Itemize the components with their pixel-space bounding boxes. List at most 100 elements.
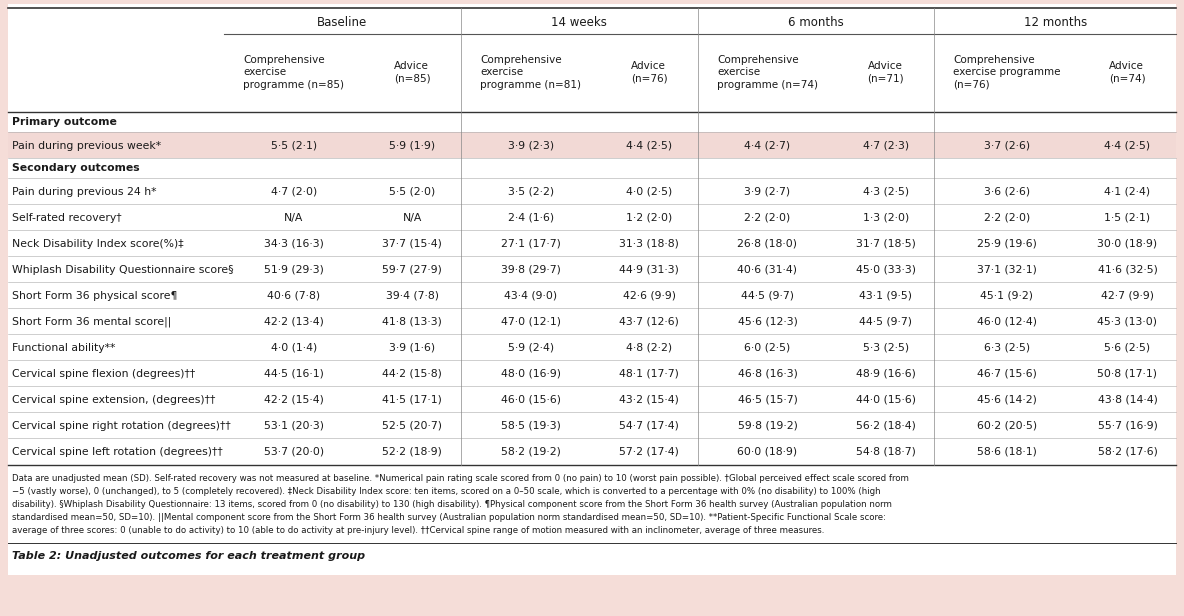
Text: Comprehensive
exercise
programme (n=81): Comprehensive exercise programme (n=81) <box>481 55 581 90</box>
Text: 44·2 (15·8): 44·2 (15·8) <box>382 368 442 378</box>
Text: 40·6 (7·8): 40·6 (7·8) <box>268 291 321 301</box>
Text: 45·0 (33·3): 45·0 (33·3) <box>856 264 916 275</box>
Text: 58·5 (19·3): 58·5 (19·3) <box>501 421 560 431</box>
Text: standardised mean=50, SD=10). ||Mental component score from the Short Form 36 he: standardised mean=50, SD=10). ||Mental c… <box>12 513 886 522</box>
Text: 58·2 (19·2): 58·2 (19·2) <box>501 447 560 456</box>
Text: 25·9 (19·6): 25·9 (19·6) <box>977 238 1037 248</box>
Text: 6 months: 6 months <box>789 16 844 29</box>
Text: 42·2 (15·4): 42·2 (15·4) <box>264 394 323 405</box>
Text: 46·8 (16·3): 46·8 (16·3) <box>738 368 798 378</box>
Text: 6·3 (2·5): 6·3 (2·5) <box>984 342 1030 352</box>
Text: Comprehensive
exercise
programme (n=85): Comprehensive exercise programme (n=85) <box>244 55 345 90</box>
Text: 6·0 (2·5): 6·0 (2·5) <box>745 342 791 352</box>
Text: −5 (vastly worse), 0 (unchanged), to 5 (completely recovered). ‡Neck Disability : −5 (vastly worse), 0 (unchanged), to 5 (… <box>12 487 881 496</box>
Text: 41·6 (32·5): 41·6 (32·5) <box>1098 264 1158 275</box>
Text: 50·8 (17·1): 50·8 (17·1) <box>1098 368 1158 378</box>
Text: 45·1 (9·2): 45·1 (9·2) <box>980 291 1034 301</box>
Text: 3·9 (2·3): 3·9 (2·3) <box>508 140 554 150</box>
Text: average of three scores: 0 (unable to do activity) to 10 (able to do activity at: average of three scores: 0 (unable to do… <box>12 526 824 535</box>
Text: Advice
(n=85): Advice (n=85) <box>394 61 431 83</box>
Text: 46·0 (15·6): 46·0 (15·6) <box>501 394 561 405</box>
Text: 40·6 (31·4): 40·6 (31·4) <box>738 264 798 275</box>
Text: 52·5 (20·7): 52·5 (20·7) <box>382 421 443 431</box>
Text: 2·2 (2·0): 2·2 (2·0) <box>984 213 1030 222</box>
Text: 43·7 (12·6): 43·7 (12·6) <box>619 317 678 326</box>
Text: 43·1 (9·5): 43·1 (9·5) <box>860 291 913 301</box>
Text: 2·4 (1·6): 2·4 (1·6) <box>508 213 554 222</box>
Text: 43·4 (9·0): 43·4 (9·0) <box>504 291 558 301</box>
Text: 47·0 (12·1): 47·0 (12·1) <box>501 317 561 326</box>
Text: Cervical spine right rotation (degrees)††: Cervical spine right rotation (degrees)†… <box>12 421 231 431</box>
Text: 51·9 (29·3): 51·9 (29·3) <box>264 264 323 275</box>
Text: Pain during previous 24 h*: Pain during previous 24 h* <box>12 187 156 197</box>
Text: 4·8 (2·2): 4·8 (2·2) <box>626 342 673 352</box>
Text: 14 weeks: 14 weeks <box>552 16 607 29</box>
Text: 3·7 (2·6): 3·7 (2·6) <box>984 140 1030 150</box>
Text: disability). §Whiplash Disability Questionnaire: 13 items, scored from 0 (no dis: disability). §Whiplash Disability Questi… <box>12 500 892 509</box>
Text: 27·1 (17·7): 27·1 (17·7) <box>501 238 560 248</box>
Text: 1·5 (2·1): 1·5 (2·1) <box>1105 213 1151 222</box>
Text: 53·7 (20·0): 53·7 (20·0) <box>264 447 324 456</box>
Text: 2·2 (2·0): 2·2 (2·0) <box>745 213 791 222</box>
Text: 46·5 (15·7): 46·5 (15·7) <box>738 394 798 405</box>
Text: 3·6 (2·6): 3·6 (2·6) <box>984 187 1030 197</box>
Text: Advice
(n=71): Advice (n=71) <box>868 61 905 83</box>
Text: Functional ability**: Functional ability** <box>12 342 115 352</box>
Text: N/A: N/A <box>403 213 422 222</box>
Text: 58·6 (18·1): 58·6 (18·1) <box>977 447 1037 456</box>
Text: 46·7 (15·6): 46·7 (15·6) <box>977 368 1037 378</box>
Text: 1·2 (2·0): 1·2 (2·0) <box>626 213 673 222</box>
Text: 26·8 (18·0): 26·8 (18·0) <box>738 238 798 248</box>
Text: 4·4 (2·5): 4·4 (2·5) <box>1105 140 1151 150</box>
Text: 34·3 (16·3): 34·3 (16·3) <box>264 238 323 248</box>
Text: Cervical spine extension, (degrees)††: Cervical spine extension, (degrees)†† <box>12 394 215 405</box>
Text: 44·5 (9·7): 44·5 (9·7) <box>741 291 794 301</box>
Text: 41·5 (17·1): 41·5 (17·1) <box>382 394 442 405</box>
Text: 44·5 (9·7): 44·5 (9·7) <box>860 317 913 326</box>
Text: Cervical spine left rotation (degrees)††: Cervical spine left rotation (degrees)†† <box>12 447 223 456</box>
Text: Advice
(n=76): Advice (n=76) <box>631 61 668 83</box>
Text: 60·0 (18·9): 60·0 (18·9) <box>738 447 798 456</box>
Text: Comprehensive
exercise
programme (n=74): Comprehensive exercise programme (n=74) <box>718 55 818 90</box>
Text: 42·2 (13·4): 42·2 (13·4) <box>264 317 323 326</box>
Text: 31·7 (18·5): 31·7 (18·5) <box>856 238 916 248</box>
Text: 48·1 (17·7): 48·1 (17·7) <box>619 368 678 378</box>
Text: 58·2 (17·6): 58·2 (17·6) <box>1098 447 1158 456</box>
Text: 48·9 (16·6): 48·9 (16·6) <box>856 368 916 378</box>
Bar <box>8 132 1176 158</box>
Text: 39·8 (29·7): 39·8 (29·7) <box>501 264 560 275</box>
Text: 5·6 (2·5): 5·6 (2·5) <box>1105 342 1151 352</box>
Text: 53·1 (20·3): 53·1 (20·3) <box>264 421 324 431</box>
Text: Short Form 36 physical score¶: Short Form 36 physical score¶ <box>12 291 178 301</box>
Text: 4·0 (1·4): 4·0 (1·4) <box>271 342 317 352</box>
Text: 3·9 (2·7): 3·9 (2·7) <box>745 187 791 197</box>
Text: 56·2 (18·4): 56·2 (18·4) <box>856 421 916 431</box>
Text: 4·7 (2·0): 4·7 (2·0) <box>271 187 317 197</box>
Text: 44·0 (15·6): 44·0 (15·6) <box>856 394 916 405</box>
Text: 44·9 (31·3): 44·9 (31·3) <box>619 264 678 275</box>
Text: 37·1 (32·1): 37·1 (32·1) <box>977 264 1037 275</box>
Text: 5·9 (2·4): 5·9 (2·4) <box>508 342 554 352</box>
Text: 44·5 (16·1): 44·5 (16·1) <box>264 368 323 378</box>
Text: 3·5 (2·2): 3·5 (2·2) <box>508 187 554 197</box>
Text: 4·4 (2·7): 4·4 (2·7) <box>745 140 791 150</box>
Text: 5·5 (2·1): 5·5 (2·1) <box>271 140 317 150</box>
Text: Comprehensive
exercise programme
(n=76): Comprehensive exercise programme (n=76) <box>953 55 1061 90</box>
Text: 5·9 (1·9): 5·9 (1·9) <box>390 140 436 150</box>
Text: 45·3 (13·0): 45·3 (13·0) <box>1098 317 1158 326</box>
Text: Self-rated recovery†: Self-rated recovery† <box>12 213 122 222</box>
Text: 4·1 (2·4): 4·1 (2·4) <box>1105 187 1151 197</box>
Text: 54·8 (18·7): 54·8 (18·7) <box>856 447 916 456</box>
Text: 42·7 (9·9): 42·7 (9·9) <box>1101 291 1154 301</box>
Text: 46·0 (12·4): 46·0 (12·4) <box>977 317 1037 326</box>
Text: 57·2 (17·4): 57·2 (17·4) <box>619 447 678 456</box>
Text: 39·4 (7·8): 39·4 (7·8) <box>386 291 439 301</box>
Text: 59·7 (27·9): 59·7 (27·9) <box>382 264 442 275</box>
Text: 52·2 (18·9): 52·2 (18·9) <box>382 447 442 456</box>
Text: Baseline: Baseline <box>317 16 367 29</box>
Text: 59·8 (19·2): 59·8 (19·2) <box>738 421 798 431</box>
Text: 4·4 (2·5): 4·4 (2·5) <box>626 140 673 150</box>
Text: Pain during previous week*: Pain during previous week* <box>12 140 161 150</box>
Text: Whiplash Disability Questionnaire score§: Whiplash Disability Questionnaire score§ <box>12 264 233 275</box>
Text: 5·5 (2·0): 5·5 (2·0) <box>390 187 436 197</box>
